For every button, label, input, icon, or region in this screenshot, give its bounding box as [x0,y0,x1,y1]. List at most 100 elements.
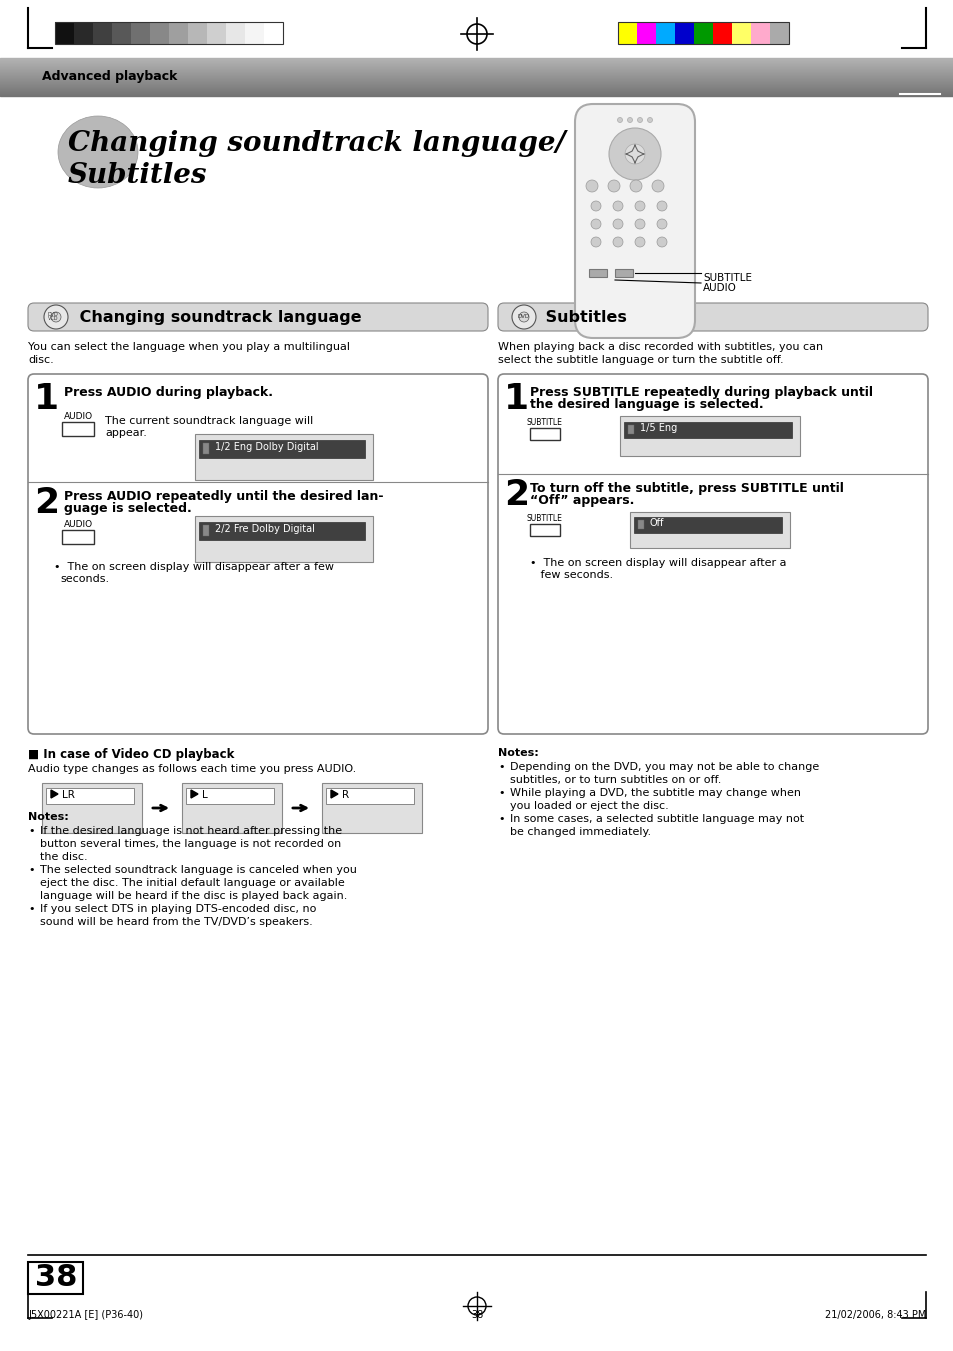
Text: Subtitles: Subtitles [539,309,626,326]
Bar [226,22,245,45]
Text: •: • [28,904,34,915]
Polygon shape [51,790,58,798]
Bar [169,22,188,45]
Circle shape [647,118,652,123]
Text: AUDIO: AUDIO [702,282,736,293]
Text: “Off” appears.: “Off” appears. [530,494,634,507]
Circle shape [624,145,644,163]
Bar [62,530,94,544]
Text: be changed immediately.: be changed immediately. [510,827,651,838]
Text: •: • [497,788,504,798]
Text: 1/5 Eng: 1/5 Eng [639,423,677,434]
Text: language will be heard if the disc is played back again.: language will be heard if the disc is pl… [40,892,347,901]
Bar [623,422,791,438]
Text: the disc.: the disc. [40,852,88,862]
Text: 1: 1 [503,382,529,416]
Circle shape [637,118,641,123]
Text: disc.: disc. [28,355,53,365]
Bar [203,526,209,536]
Text: Notes:: Notes: [28,812,69,821]
Text: eject the disc. The initial default language or available: eject the disc. The initial default lang… [40,878,344,888]
Bar [656,22,675,45]
Bar [182,784,282,834]
Bar [618,22,788,45]
Circle shape [657,219,666,230]
Circle shape [635,219,644,230]
Bar [92,22,112,45]
Text: If you select DTS in playing DTS-encoded disc, no: If you select DTS in playing DTS-encoded… [40,904,316,915]
Text: •: • [497,815,504,824]
Text: LR: LR [62,790,74,800]
Circle shape [635,236,644,247]
Text: SUBTITLE: SUBTITLE [525,513,561,523]
FancyBboxPatch shape [28,374,488,734]
Bar [74,22,92,45]
Text: Depending on the DVD, you may not be able to change: Depending on the DVD, you may not be abl… [510,762,819,771]
Text: In some cases, a selected subtitle language may not: In some cases, a selected subtitle langu… [510,815,803,824]
Circle shape [613,219,622,230]
Text: When playing back a disc recorded with subtitles, you can: When playing back a disc recorded with s… [497,342,822,353]
Bar [150,22,169,45]
Bar [750,22,769,45]
Text: Changing soundtrack language: Changing soundtrack language [74,309,361,326]
Text: the desired language is selected.: the desired language is selected. [530,399,762,411]
Text: 2: 2 [503,478,529,512]
Text: •: • [497,762,504,771]
Text: Press AUDIO repeatedly until the desired lan-: Press AUDIO repeatedly until the desired… [64,490,383,503]
Text: select the subtitle language or turn the subtitle off.: select the subtitle language or turn the… [497,355,782,365]
Bar [194,516,373,562]
Polygon shape [331,790,337,798]
Text: button several times, the language is not recorded on: button several times, the language is no… [40,839,341,848]
Text: •: • [28,865,34,875]
Bar [55,22,74,45]
Circle shape [590,201,600,211]
Text: L: L [202,790,208,800]
Bar [131,22,150,45]
Text: 38: 38 [34,1263,77,1292]
Text: Off: Off [649,517,663,528]
Bar [199,440,365,458]
Text: guage is selected.: guage is selected. [64,503,192,515]
Circle shape [518,312,529,322]
Circle shape [617,118,622,123]
Text: •  The on screen display will disappear after a few: • The on screen display will disappear a… [54,562,334,571]
Circle shape [635,201,644,211]
Text: 38: 38 [471,1310,482,1320]
Circle shape [627,118,632,123]
Bar [199,521,365,540]
Bar [46,788,133,804]
Text: VCD: VCD [48,316,58,322]
Circle shape [585,180,598,192]
Bar [618,22,637,45]
Circle shape [657,236,666,247]
Text: The current soundtrack language will: The current soundtrack language will [105,416,313,426]
Polygon shape [191,790,198,798]
Text: Audio type changes as follows each time you press AUDIO.: Audio type changes as follows each time … [28,765,355,774]
FancyBboxPatch shape [575,104,695,338]
Text: If the desired language is not heard after pressing the: If the desired language is not heard aft… [40,825,342,836]
Bar [731,22,750,45]
Circle shape [613,201,622,211]
Text: appear.: appear. [105,428,147,438]
Bar [245,22,264,45]
Text: R: R [341,790,349,800]
Ellipse shape [58,116,138,188]
Bar [207,22,226,45]
Text: •  The on screen display will disappear after a: • The on screen display will disappear a… [530,558,785,567]
Bar [588,269,606,277]
Bar [675,22,693,45]
Text: 1: 1 [34,382,59,416]
Circle shape [590,236,600,247]
Text: DVD: DVD [48,312,58,317]
Bar [693,22,712,45]
Text: •: • [28,825,34,836]
Text: Notes:: Notes: [497,748,538,758]
Text: DVD: DVD [517,315,530,319]
Bar [629,512,789,549]
Text: 2/2 Fre Dolby Digital: 2/2 Fre Dolby Digital [214,524,314,534]
Circle shape [44,305,68,330]
Text: ■ In case of Video CD playback: ■ In case of Video CD playback [28,748,234,761]
Text: 1/2 Eng Dolby Digital: 1/2 Eng Dolby Digital [214,442,318,453]
Bar [188,22,207,45]
Text: The selected soundtrack language is canceled when you: The selected soundtrack language is canc… [40,865,356,875]
